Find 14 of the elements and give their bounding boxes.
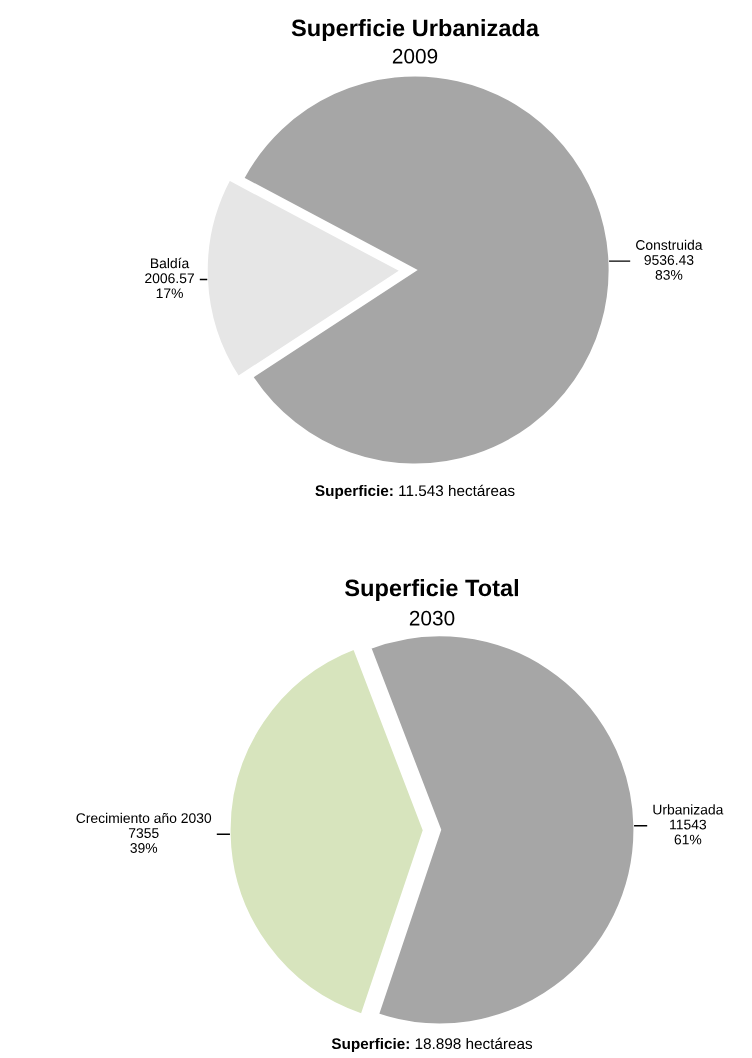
chart-title: Superficie Urbanizada bbox=[291, 19, 540, 41]
slice-label: Crecimiento año 2030 bbox=[76, 812, 212, 824]
text: Superficie: 18.898 hectáreas bbox=[331, 1037, 533, 1053]
data-label: 2006.57 17% bbox=[145, 273, 194, 299]
data-label: 11543 61% bbox=[670, 819, 707, 845]
text: Superficie: 11.543 hectáreas bbox=[315, 484, 515, 500]
chart-title: Superficie Total bbox=[345, 578, 519, 602]
chart-subtitle: 2009 bbox=[392, 48, 438, 64]
slice-label: Baldía bbox=[151, 257, 190, 269]
data-label: 9536.43 83% bbox=[644, 255, 694, 280]
chart-subtitle: 2030 bbox=[409, 610, 455, 626]
data-label: 7355 39% bbox=[128, 828, 159, 853]
slice-label: Construida bbox=[636, 239, 703, 250]
slice-label: Urbanizada bbox=[653, 804, 724, 815]
